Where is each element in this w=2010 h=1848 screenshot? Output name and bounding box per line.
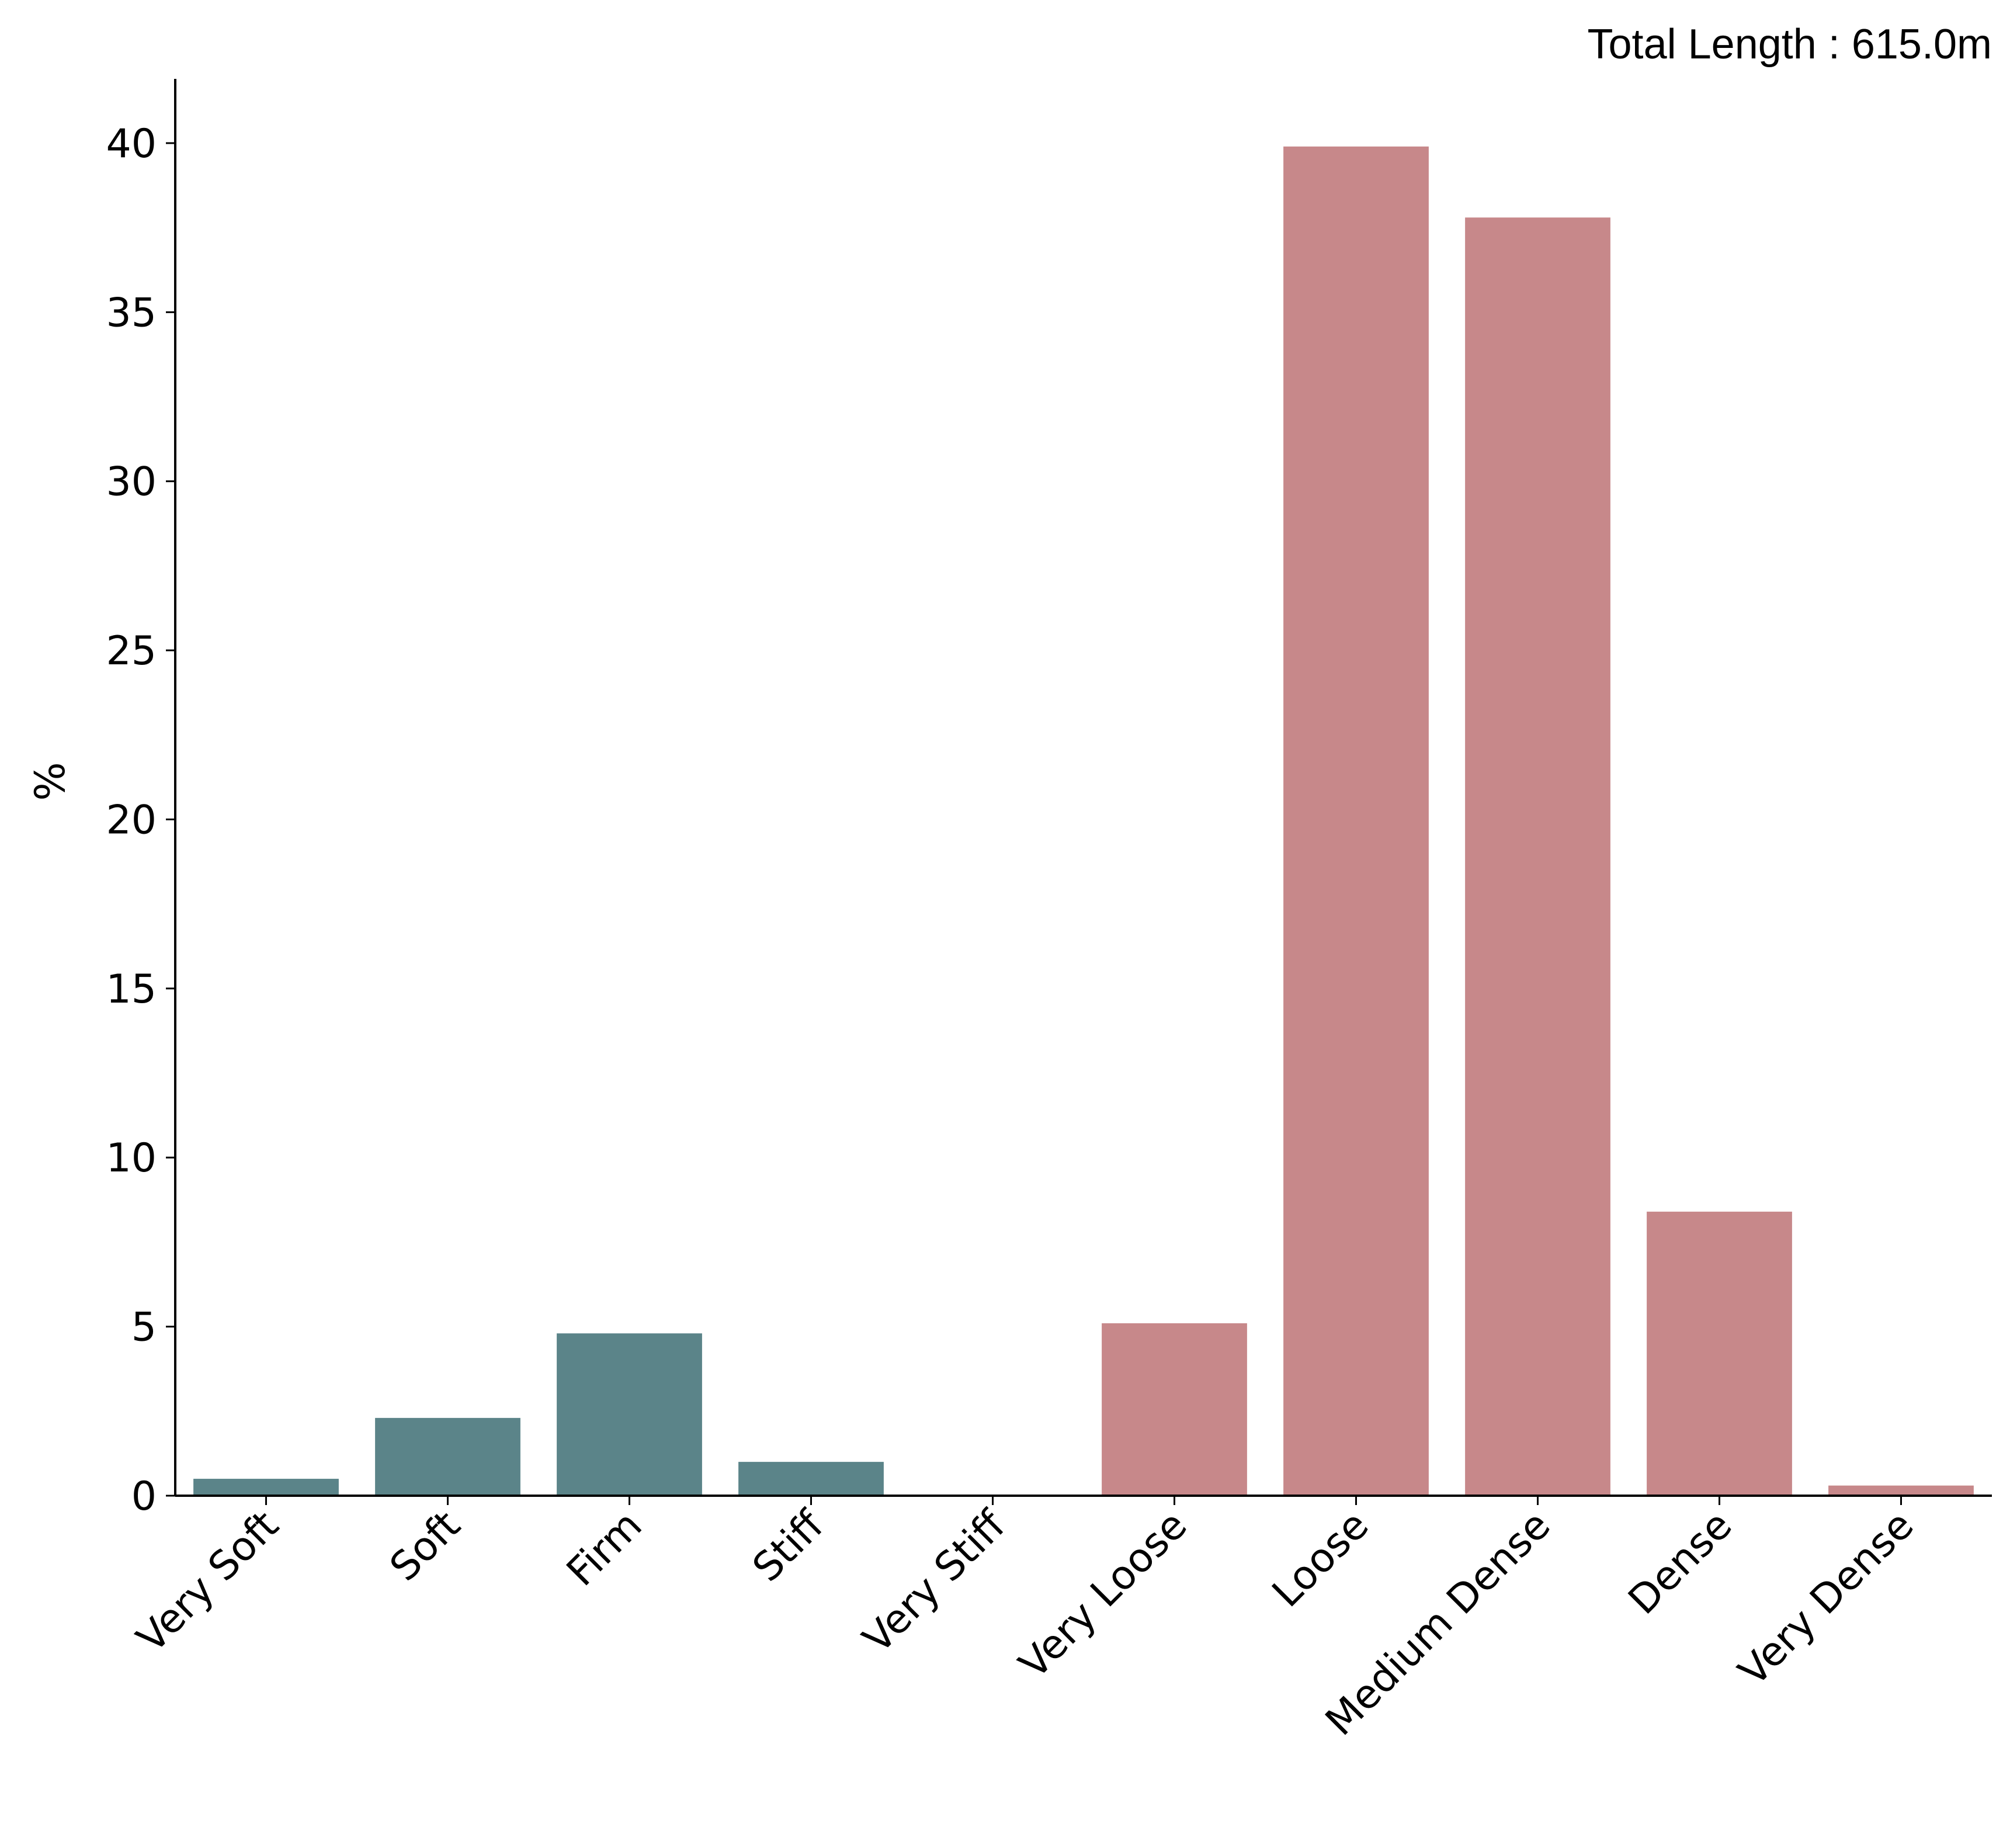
y-tick-label: 25	[106, 628, 157, 674]
x-tick-label: Very Dense	[1730, 1502, 1923, 1695]
total-length-annotation: Total Length : 615.0m	[1588, 21, 1992, 68]
x-tick-label: Dense	[1620, 1502, 1741, 1624]
x-tick-label: Firm	[558, 1502, 651, 1595]
bar-dense	[1647, 1211, 1792, 1496]
bar-very-loose	[1102, 1323, 1247, 1496]
x-tick-label: Very Loose	[1011, 1502, 1196, 1688]
x-tick-label: Soft	[381, 1502, 470, 1590]
bar-firm	[557, 1333, 702, 1496]
bar-very-soft	[193, 1479, 339, 1496]
bar-soft	[375, 1417, 520, 1496]
y-tick-label: 10	[106, 1135, 157, 1181]
bar-medium-dense	[1465, 217, 1610, 1496]
y-tick-label: 40	[106, 121, 157, 167]
bar-very-dense	[1828, 1485, 1974, 1496]
y-tick-label: 15	[106, 966, 157, 1013]
x-tick-label: Very Stiff	[855, 1502, 1015, 1662]
x-tick-label: Very Soft	[129, 1502, 288, 1662]
bar-stiff	[738, 1462, 884, 1496]
bar-loose	[1283, 146, 1429, 1496]
x-tick-label: Loose	[1263, 1502, 1377, 1616]
y-axis-ticks: 0 5 10 15 20 25 30 35 40	[106, 121, 175, 1520]
y-tick-label: 0	[131, 1473, 157, 1520]
x-tick-label: Stiff	[744, 1502, 834, 1591]
y-tick-label: 20	[106, 797, 157, 843]
y-axis-label: %	[26, 762, 74, 801]
y-tick-label: 30	[106, 459, 157, 505]
y-tick-label: 5	[131, 1305, 157, 1351]
y-tick-label: 35	[106, 290, 157, 336]
bars-group	[193, 146, 1974, 1496]
